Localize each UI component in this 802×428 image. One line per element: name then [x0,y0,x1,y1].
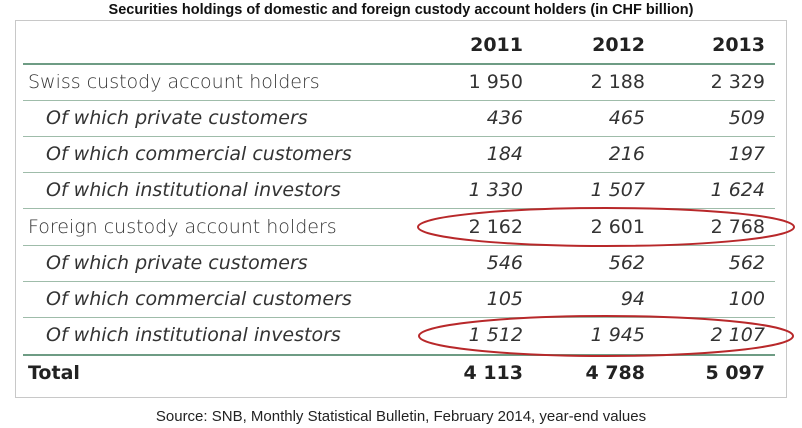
total-label: Total [28,362,80,384]
cell-2011: 1 512 [468,324,523,346]
cell-2013: 562 [728,252,765,274]
cell-2013: 2 329 [710,71,765,93]
table-row-foreign-private: Of which private customers 546 562 562 [23,245,775,281]
cell-2011: 436 [486,107,523,129]
table-header-row: 2011 2012 2013 [23,26,775,62]
row-divider [23,245,775,246]
cell-2012: 94 [620,288,645,310]
row-divider [23,317,775,318]
table-row-swiss-holders: Swiss custody account holders 1 950 2 18… [23,64,775,100]
row-label: Foreign custody account holders [28,216,337,238]
column-header-2011: 2011 [470,34,523,56]
row-label: Of which commercial customers [46,143,352,165]
cell-2013: 197 [728,143,765,165]
table-row-foreign-holders: Foreign custody account holders 2 162 2 … [23,209,775,245]
source-note: Source: SNB, Monthly Statistical Bulleti… [155,408,647,425]
cell-2012: 1 945 [590,324,645,346]
row-label: Swiss custody account holders [28,71,320,93]
total-2012: 4 788 [585,362,646,384]
cell-2011: 2 162 [468,216,523,238]
row-divider [23,100,775,101]
table-title: Securities holdings of domestic and fore… [108,2,694,18]
column-header-2013: 2013 [712,34,765,56]
cell-2012: 1 507 [590,179,645,201]
cell-2013: 100 [728,288,765,310]
row-label: Of which private customers [46,252,308,274]
cell-2012: 2 188 [590,71,645,93]
cell-2011: 105 [486,288,523,310]
total-2013: 5 097 [705,362,766,384]
cell-2012: 562 [608,252,645,274]
table-row-swiss-private: Of which private customers 436 465 509 [23,100,775,136]
row-divider [23,208,775,209]
row-divider [23,136,775,137]
row-divider [23,172,775,173]
header-divider [23,63,775,65]
cell-2013: 1 624 [710,179,765,201]
row-label: Of which private customers [46,107,308,129]
row-divider [23,281,775,282]
table-row-total: Total 4 113 4 788 5 097 [23,355,775,391]
row-label: Of which commercial customers [46,288,352,310]
total-divider [23,354,775,356]
table-row-foreign-institutional: Of which institutional investors 1 512 1… [23,317,775,353]
cell-2011: 1 330 [468,179,523,201]
cell-2011: 184 [486,143,523,165]
table-row-swiss-commercial: Of which commercial customers 184 216 19… [23,136,775,172]
row-label: Of which institutional investors [46,324,341,346]
table-row-swiss-institutional: Of which institutional investors 1 330 1… [23,172,775,208]
table-row-foreign-commercial: Of which commercial customers 105 94 100 [23,281,775,317]
cell-2013: 509 [728,107,765,129]
cell-2012: 2 601 [590,216,645,238]
cell-2011: 546 [486,252,523,274]
total-2011: 4 113 [463,362,524,384]
row-label: Of which institutional investors [46,179,341,201]
cell-2012: 216 [608,143,645,165]
cell-2011: 1 950 [468,71,523,93]
cell-2012: 465 [608,107,645,129]
cell-2013: 2 768 [710,216,765,238]
cell-2013: 2 107 [710,324,765,346]
column-header-2012: 2012 [592,34,645,56]
